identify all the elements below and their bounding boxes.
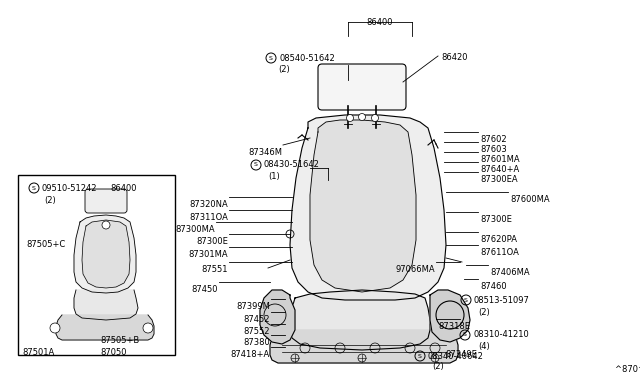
Text: 87611OA: 87611OA — [480, 248, 519, 257]
Text: (4): (4) — [478, 342, 490, 351]
Text: 08310-41210: 08310-41210 — [473, 330, 529, 339]
Text: 87602: 87602 — [480, 135, 507, 144]
Polygon shape — [260, 290, 295, 344]
Text: ^870^ 0P70: ^870^ 0P70 — [615, 365, 640, 372]
Polygon shape — [270, 330, 458, 363]
Text: 87311OA: 87311OA — [189, 213, 228, 222]
Polygon shape — [290, 290, 430, 350]
Text: 08340-40642: 08340-40642 — [428, 352, 484, 361]
Text: 87300MA: 87300MA — [175, 225, 215, 234]
Text: S: S — [254, 163, 258, 167]
Text: 86420: 86420 — [441, 53, 467, 62]
FancyBboxPatch shape — [85, 189, 127, 213]
Text: 87346M: 87346M — [248, 148, 282, 157]
Text: S: S — [32, 186, 36, 190]
Text: 87399M: 87399M — [236, 302, 270, 311]
Text: 86400: 86400 — [367, 18, 393, 27]
Text: 87505+B: 87505+B — [100, 336, 140, 345]
Text: 87349E: 87349E — [445, 350, 477, 359]
Text: 87640+A: 87640+A — [480, 165, 519, 174]
Text: 87505+C: 87505+C — [26, 240, 65, 249]
Circle shape — [346, 115, 353, 122]
Text: 87460: 87460 — [480, 282, 507, 291]
Text: 87600MA: 87600MA — [510, 195, 550, 204]
Polygon shape — [290, 115, 446, 300]
Text: S: S — [418, 353, 422, 359]
Circle shape — [50, 323, 60, 333]
Text: 87380: 87380 — [243, 338, 270, 347]
Polygon shape — [74, 215, 136, 293]
Text: 87300EA: 87300EA — [480, 175, 518, 184]
Text: 08540-51642: 08540-51642 — [279, 54, 335, 63]
Text: S: S — [463, 333, 467, 337]
Polygon shape — [56, 315, 154, 340]
Text: 08430-51642: 08430-51642 — [264, 160, 320, 169]
Text: 87300E: 87300E — [480, 215, 512, 224]
FancyBboxPatch shape — [318, 64, 406, 110]
Text: (2): (2) — [278, 65, 290, 74]
Text: 87406MA: 87406MA — [490, 268, 530, 277]
Text: 87501A: 87501A — [22, 348, 54, 357]
Text: 87603: 87603 — [480, 145, 507, 154]
Text: 87320NA: 87320NA — [189, 200, 228, 209]
Text: 87551: 87551 — [202, 265, 228, 274]
Circle shape — [371, 115, 378, 122]
Text: S: S — [269, 55, 273, 61]
Text: 09510-51242: 09510-51242 — [42, 184, 97, 193]
Text: 87601MA: 87601MA — [480, 155, 520, 164]
Text: S: S — [464, 298, 468, 302]
Polygon shape — [430, 290, 470, 342]
Bar — [18, 175, 175, 355]
Text: (1): (1) — [268, 172, 280, 181]
Text: (2): (2) — [478, 308, 490, 317]
Text: 87452: 87452 — [243, 315, 270, 324]
Text: 87050: 87050 — [100, 348, 127, 357]
Text: 87552: 87552 — [243, 327, 270, 336]
Text: (2): (2) — [44, 196, 56, 205]
Text: 86400: 86400 — [110, 184, 136, 193]
Text: 87300E: 87300E — [196, 237, 228, 246]
Circle shape — [143, 323, 153, 333]
Text: 87418+A: 87418+A — [231, 350, 270, 359]
Circle shape — [358, 113, 365, 121]
Text: 87620PA: 87620PA — [480, 235, 517, 244]
Text: 08513-51097: 08513-51097 — [474, 296, 530, 305]
Text: (2): (2) — [432, 362, 444, 371]
Polygon shape — [82, 220, 130, 288]
Polygon shape — [310, 120, 416, 292]
Text: 87318E: 87318E — [438, 322, 470, 331]
Text: 97066MA: 97066MA — [396, 265, 435, 274]
Polygon shape — [74, 290, 138, 320]
Circle shape — [102, 221, 110, 229]
Text: 87301MA: 87301MA — [188, 250, 228, 259]
Text: 87450: 87450 — [191, 285, 218, 294]
